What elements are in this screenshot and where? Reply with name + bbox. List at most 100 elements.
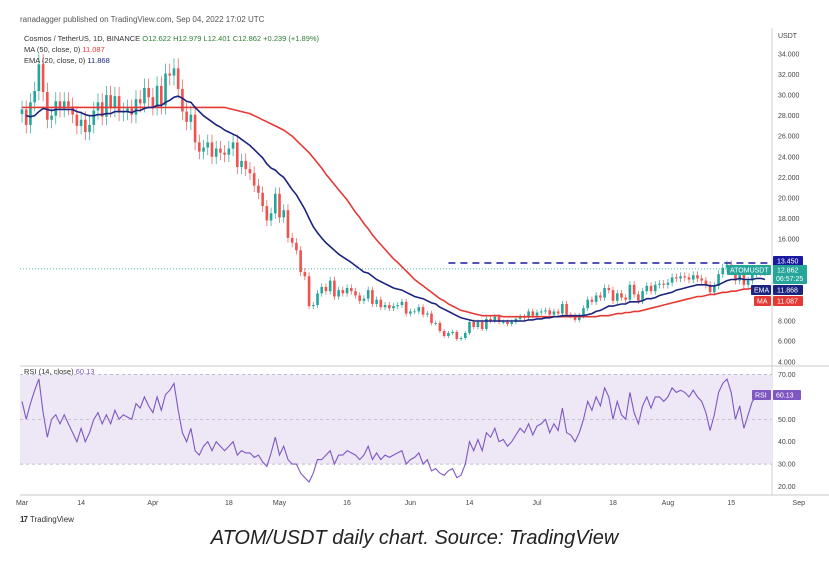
time-tick-label: May — [273, 500, 287, 507]
candle-body — [683, 276, 687, 278]
ema-legend-value: 11.868 — [87, 56, 110, 65]
candle-body — [751, 273, 754, 281]
candle-body — [434, 323, 438, 324]
candle-body — [628, 284, 632, 300]
candle-body — [41, 64, 45, 93]
candle-body — [20, 109, 24, 114]
price-tick-label: 24.000 — [778, 154, 800, 161]
price-tick-label: 26.000 — [778, 134, 800, 141]
candle-body — [544, 310, 547, 312]
candle-body — [561, 303, 564, 314]
ma-legend: MA (50, close, 0) 11.087 — [24, 45, 105, 54]
candle-body — [510, 322, 514, 324]
candle-body — [400, 301, 404, 306]
candle-body — [459, 338, 463, 339]
svg-text:RSI: RSI — [755, 393, 767, 400]
candle-body — [295, 242, 298, 251]
candle-body — [620, 293, 623, 298]
candle-body — [290, 237, 294, 243]
symbol-name: Cosmos / TetherUS, 1D, BINANCE — [24, 34, 141, 43]
ema-legend: EMA (20, close, 0) 11.868 — [24, 56, 110, 65]
candle-body — [37, 64, 41, 91]
candle-body — [206, 142, 210, 148]
candle-body — [252, 173, 256, 186]
candle-body — [594, 295, 598, 302]
price-tick-label: 20.000 — [778, 195, 800, 202]
svg-text:ATOMUSDT: ATOMUSDT — [730, 268, 769, 275]
candle-body — [451, 332, 454, 333]
ma-50-line — [22, 106, 761, 318]
candle-body — [219, 148, 222, 153]
candle-body — [489, 318, 492, 321]
candle-body — [164, 73, 167, 106]
candle-body — [573, 315, 577, 320]
candle-body — [455, 332, 459, 339]
candle-body — [176, 68, 180, 89]
candle-body — [29, 102, 32, 125]
candle-body — [611, 290, 615, 301]
candle-body — [337, 290, 340, 297]
candlestick-series — [20, 54, 767, 341]
ema-20-line — [26, 95, 766, 322]
candle-body — [50, 115, 53, 120]
price-tick-label: 22.000 — [778, 175, 800, 182]
candle-body — [404, 301, 408, 314]
candle-body — [501, 322, 505, 323]
candle-body — [603, 288, 606, 298]
rsi-line — [21, 377, 766, 483]
candle-body — [552, 311, 556, 315]
candle-body — [438, 323, 442, 331]
candle-body — [371, 290, 374, 304]
candle-body — [721, 267, 725, 275]
candle-body — [653, 284, 657, 292]
candle-body — [607, 288, 611, 291]
candle-body — [362, 298, 366, 301]
candle-body — [235, 142, 239, 168]
candle-body — [349, 288, 353, 292]
candle-body — [286, 210, 290, 238]
candle-body — [468, 322, 471, 333]
candle-body — [311, 305, 315, 307]
svg-text:11.868: 11.868 — [777, 288, 798, 295]
candle-body — [100, 102, 104, 117]
time-tick-label: 14 — [466, 500, 474, 507]
time-tick-label: 18 — [609, 500, 617, 507]
candle-body — [299, 250, 302, 273]
rsi-band — [20, 374, 772, 465]
candle-body — [409, 311, 412, 314]
candle-body — [506, 322, 509, 324]
candle-body — [105, 95, 108, 117]
candle-body — [687, 277, 691, 280]
candle-body — [248, 169, 252, 174]
candle-body — [497, 316, 501, 322]
symbol-header: Cosmos / TetherUS, 1D, BINANCE O12.622 H… — [24, 34, 319, 43]
time-tick-label: Jul — [533, 500, 542, 507]
candle-body — [71, 106, 74, 115]
price-tick-label: 34.000 — [778, 52, 800, 59]
price-tick-label: 28.000 — [778, 113, 800, 120]
time-tick-label: Mar — [16, 500, 29, 507]
candle-body — [62, 101, 66, 109]
candle-body — [358, 295, 362, 301]
tradingview-logo: 17 TradingView — [20, 515, 74, 524]
candle-body — [734, 269, 737, 281]
candle-body — [79, 119, 83, 126]
candle-body — [138, 99, 142, 104]
candle-body — [84, 119, 87, 133]
candle-body — [231, 142, 235, 149]
candle-body — [113, 96, 117, 109]
price-tick-label: 4.000 — [778, 360, 796, 367]
candle-body — [210, 142, 214, 157]
candle-body — [565, 303, 568, 315]
rsi-legend-value: 60.13 — [75, 367, 95, 376]
candle-body — [658, 283, 661, 285]
rsi-tick-label: 20.00 — [778, 484, 796, 491]
candle-body — [227, 148, 231, 155]
candle-body — [328, 280, 332, 292]
candle-body — [527, 311, 530, 318]
candle-body — [430, 313, 433, 323]
candle-body — [155, 85, 159, 107]
resistance-badge: 13.450 — [773, 256, 803, 266]
candle-body — [535, 312, 539, 316]
candle-body — [696, 275, 699, 279]
